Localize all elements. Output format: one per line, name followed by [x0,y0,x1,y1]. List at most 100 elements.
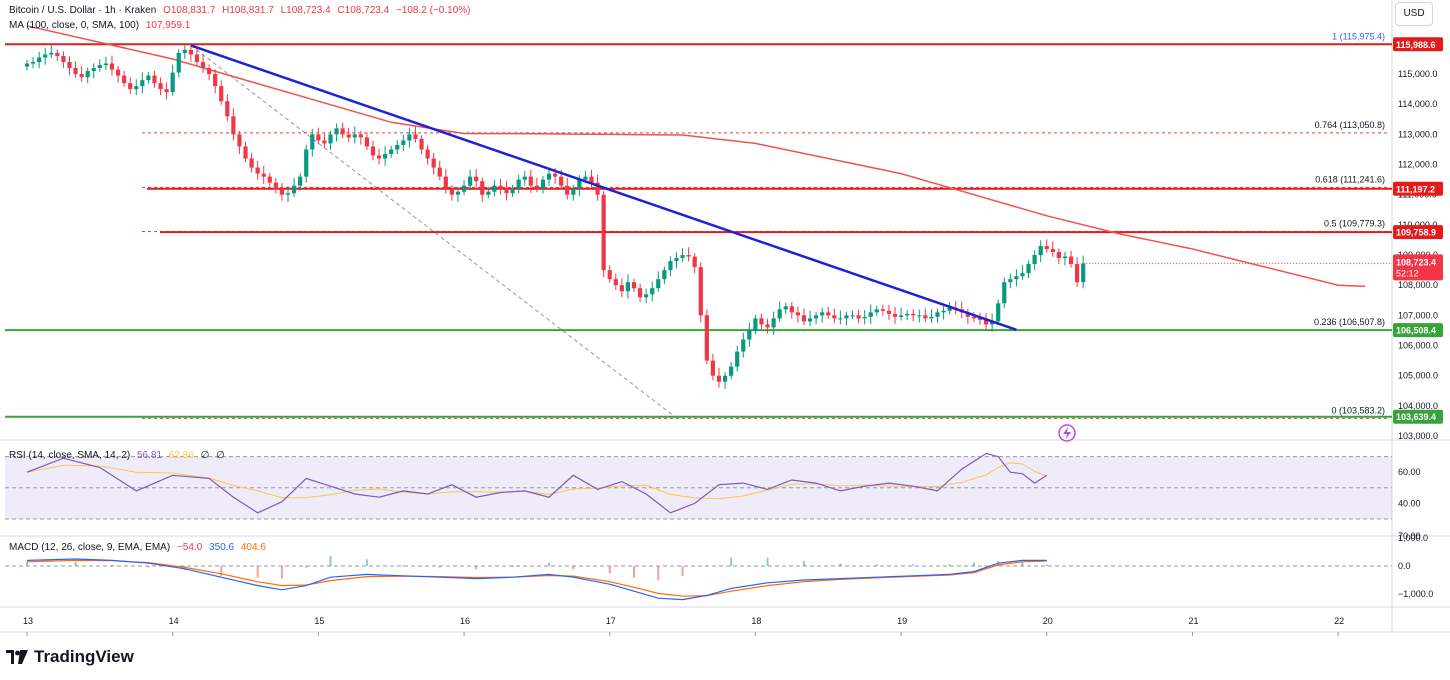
candle-body [376,155,382,159]
candle-body [583,176,588,180]
macd-histogram-bar [511,566,514,567]
candle-body [1062,256,1068,259]
candle-body [134,86,139,90]
candle-body [334,128,339,135]
candle-body [965,312,970,317]
level-price-tag [1393,225,1443,240]
candle-body [91,68,96,72]
macd-histogram-bar [839,563,842,566]
macd-signal-value: 404.6 [240,542,266,553]
candle-body [1075,264,1080,283]
rsi-tick-label: 40.00 [1398,498,1421,508]
candle-body [109,63,115,70]
candle-body [255,167,260,174]
candle-body [30,62,36,64]
candle-body [868,312,873,317]
candle-body [862,316,867,319]
ma-legend-label: MA (100, close, 0, SMA, 100) [9,20,140,31]
macd-histogram-bar [730,557,733,566]
time-tick-label: 22 [1334,616,1344,626]
macd-histogram-bar [633,566,635,578]
candle-body [856,315,861,319]
time-tick-label: 16 [460,616,470,626]
level-price-tag-label: 103,639.4 [1396,412,1436,422]
candle-body [213,74,218,87]
candle-body [631,282,637,289]
candle-body [504,188,509,194]
candle-body [735,351,740,367]
level-price-tag-label: 111,197.2 [1396,184,1435,194]
ma-legend: MA (100, close, 0, SMA, 100) 107,959.1 [9,20,194,31]
candle-body [455,191,461,195]
candle-body [577,179,582,189]
current-price-tag [1393,254,1443,281]
candle-body [996,303,1001,322]
candle-body [844,315,849,319]
macd-histogram-bar [183,566,186,571]
candle-body [219,86,224,102]
macd-histogram-bar [972,562,975,566]
candle-body [874,309,879,313]
candle-body [352,134,357,138]
ohlc-close: C108,723.4 [337,5,390,16]
candle-body [801,315,807,322]
time-tick-label: 13 [23,616,33,626]
candle-body [1014,276,1019,280]
candle-body [425,149,430,159]
candle-body [291,185,297,194]
price-tick-label: 108,000.0 [1398,280,1438,290]
macd-histogram-bar [912,564,915,566]
macd-histogram-bar [681,566,684,577]
macd-histogram-bar [365,559,368,566]
candle-body [983,319,989,325]
candle-body [231,116,236,135]
alert-flash-icon[interactable] [1058,424,1076,442]
fib-level-label: 0.764 (113,050.8) [1315,120,1385,130]
candle-body [650,288,655,295]
candle-body [152,75,157,84]
candle-body [437,167,442,177]
candle-body [625,282,631,292]
candle-body [55,52,60,56]
candle-body [328,134,333,144]
level-price-tag [1393,181,1443,196]
macd-line-value: 350.6 [209,542,235,553]
macd-histogram-bar [26,561,28,566]
candle-body [680,255,685,259]
currency-button[interactable]: USD [1395,2,1433,26]
candle-body [1068,256,1074,265]
bar-countdown-label: 52:12 [1396,268,1419,278]
level-price-tag-label: 106,508.4 [1396,326,1436,336]
macd-histogram-bar [256,566,259,578]
rsi-ma-line [26,462,1047,500]
candle-body [103,63,109,66]
tradingview-brand[interactable]: TradingView [6,646,134,668]
candle-body [237,134,242,147]
candle-body [540,179,546,189]
macd-histogram-bar [402,565,405,567]
candle-body [443,176,448,189]
macd-tick-label: 0.0 [1398,561,1411,571]
rsi-ma-legend-value: 62.86 [168,450,194,461]
candle-body [534,185,539,189]
candle-body [1032,255,1037,265]
fib-level-label: 0 (103,583.2) [1331,405,1385,415]
candle-body [595,182,600,195]
candle-body [1050,249,1055,253]
candle-body [741,339,746,352]
candle-body [207,68,212,75]
macd-tick-label: −1,000.0 [1398,589,1433,599]
brand-name: TradingView [34,647,134,666]
candle-body [249,158,254,168]
rsi-legend-label: RSI (14, close, SMA, 14, 2) [9,450,131,461]
ohlc-low: L108,723.4 [280,5,331,16]
candle-body [559,176,564,186]
candle-body [140,80,145,87]
candle-body [971,316,977,319]
candle-body [1038,245,1043,256]
candle-body [619,285,624,292]
candle-body [128,83,133,90]
candle-body [486,191,491,195]
rsi-legend-empty-1: ∅ [200,450,210,461]
price-chart[interactable]: 103,000.0 104,000.0 105,000.0 106,000.0 107,… [0,0,1450,640]
